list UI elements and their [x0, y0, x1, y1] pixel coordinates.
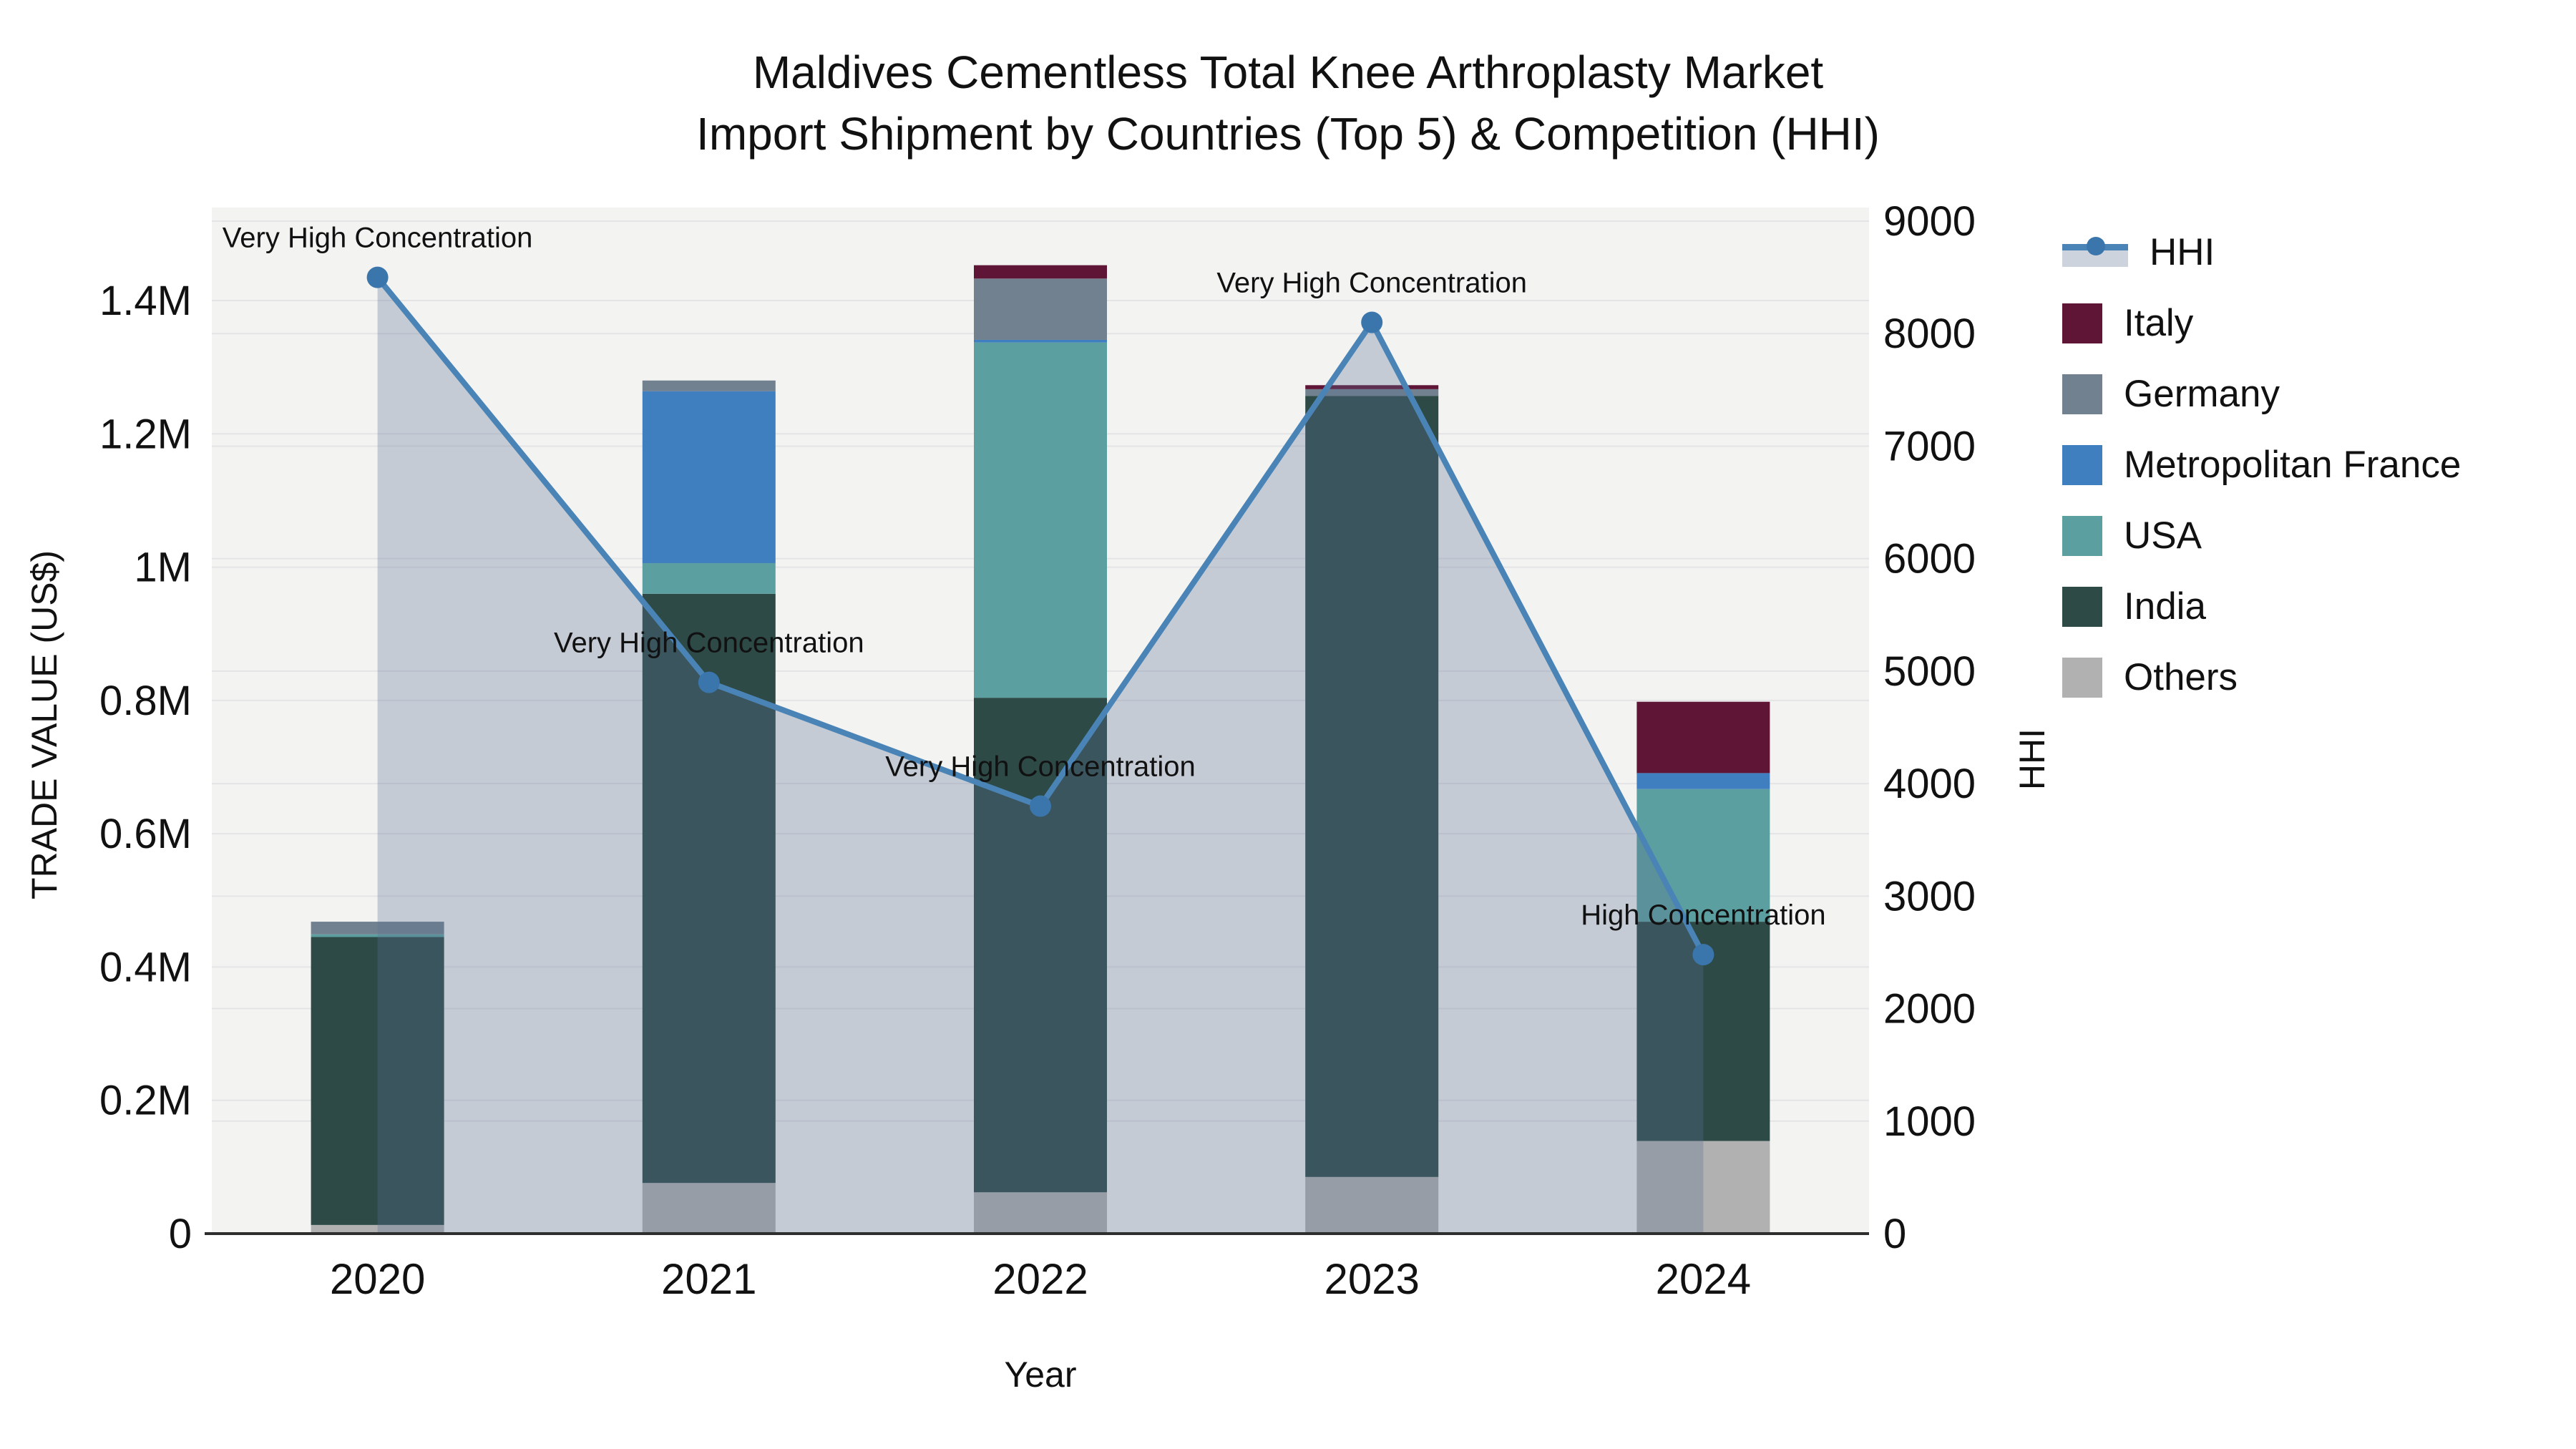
- legend-swatch-italy: [2062, 303, 2102, 343]
- bar-segment-2022-germany: [974, 278, 1107, 340]
- bar-segment-2022-india: [974, 698, 1107, 1193]
- bar-segment-2024-metropolitan-france: [1636, 773, 1770, 789]
- bar-segment-2022-usa: [974, 342, 1107, 698]
- bar-segment-2023-germany: [1305, 389, 1439, 396]
- y-left-tick-0: 0: [169, 1211, 192, 1257]
- chart-title: Maldives Cementless Total Knee Arthropla…: [0, 42, 2576, 165]
- y-left-tick-1M: 1M: [134, 545, 192, 591]
- annotation-2021: Very High Concentration: [554, 628, 864, 659]
- y-left-tick-1.4M: 1.4M: [99, 278, 192, 324]
- hhi-line-icon: [2062, 233, 2128, 273]
- bar-segment-2024-italy: [1636, 701, 1770, 774]
- y-left-tick-0.2M: 0.2M: [99, 1078, 192, 1124]
- annotation-2024: High Concentration: [1581, 899, 1825, 931]
- y-left-tick-0.6M: 0.6M: [99, 811, 192, 857]
- legend-swatch-others: [2062, 657, 2102, 698]
- y-axis-label-right: HHI: [2012, 728, 2052, 791]
- hhi-area-fill: [377, 277, 1704, 1234]
- y-right-tick-6000: 6000: [1883, 536, 1976, 582]
- y-right-tick-5000: 5000: [1883, 648, 1976, 695]
- x-tick-2023: 2023: [1324, 1255, 1419, 1303]
- annotation-2020: Very High Concentration: [223, 223, 533, 254]
- hhi-marker-2024: [1692, 944, 1714, 966]
- bar-segment-2022-others: [974, 1192, 1107, 1234]
- bar-segment-2020-usa: [311, 934, 444, 937]
- legend-swatch-germany: [2062, 374, 2102, 414]
- legend-swatch-india: [2062, 586, 2102, 627]
- bar-segment-2021-metropolitan-france: [642, 391, 776, 563]
- y-left-tick-0.4M: 0.4M: [99, 944, 192, 990]
- y-right-tick-2000: 2000: [1883, 986, 1976, 1033]
- bar-segment-2021-others: [642, 1183, 776, 1234]
- legend-item-germany: Germany: [2062, 372, 2461, 416]
- bar-segment-2024-usa: [1636, 789, 1770, 922]
- x-tick-2021: 2021: [661, 1255, 756, 1303]
- bar-segment-2023-italy: [1305, 385, 1439, 389]
- x-tick-2022: 2022: [992, 1255, 1088, 1303]
- bar-segment-2020-india: [311, 937, 444, 1225]
- bar-segment-2023-india: [1305, 396, 1439, 1177]
- legend-label: HHI: [2150, 231, 2215, 273]
- chart-title-line1: Maldives Cementless Total Knee Arthropla…: [752, 47, 1824, 98]
- annotation-2022: Very High Concentration: [885, 751, 1196, 783]
- hhi-marker-2022: [1030, 795, 1051, 817]
- legend: HHI Italy Germany Metropolitan France USA Ind…: [2062, 230, 2461, 699]
- bar-segment-2020-others: [311, 1224, 444, 1234]
- legend-label: Germany: [2124, 373, 2280, 415]
- y-right-tick-1000: 1000: [1883, 1098, 1976, 1145]
- bar-segment-2020-germany: [311, 922, 444, 935]
- hhi-marker-2023: [1361, 311, 1383, 333]
- legend-item-italy: Italy: [2062, 301, 2461, 345]
- y-left-tick-0.8M: 0.8M: [99, 678, 192, 724]
- bar-segment-2024-others: [1636, 1141, 1770, 1234]
- y-right-tick-3000: 3000: [1883, 873, 1976, 919]
- y-left-tick-1.2M: 1.2M: [99, 411, 192, 457]
- x-tick-2024: 2024: [1656, 1255, 1751, 1303]
- legend-label: Others: [2124, 656, 2238, 698]
- legend-label: USA: [2124, 514, 2202, 557]
- legend-label: Metropolitan France: [2124, 444, 2462, 486]
- bar-segment-2022-metropolitan-france: [974, 339, 1107, 343]
- y-right-tick-7000: 7000: [1883, 423, 1976, 469]
- legend-item-others: Others: [2062, 655, 2461, 699]
- y-right-tick-0: 0: [1883, 1211, 1906, 1257]
- bar-segment-2023-others: [1305, 1176, 1439, 1234]
- bar-segment-2022-italy: [974, 265, 1107, 279]
- bar-segment-2021-germany: [642, 380, 776, 391]
- legend-label: Italy: [2124, 302, 2194, 344]
- legend-label: India: [2124, 585, 2206, 628]
- legend-item-india: India: [2062, 585, 2461, 628]
- y-axis-label-left: TRADE VALUE (US$): [24, 550, 64, 900]
- hhi-marker-2020: [366, 266, 389, 288]
- bar-segment-2021-usa: [642, 562, 776, 594]
- legend-item-metropolitan-france: Metropolitan France: [2062, 443, 2461, 487]
- y-right-tick-4000: 4000: [1883, 761, 1976, 807]
- legend-item-usa: USA: [2062, 514, 2461, 557]
- annotation-2023: Very High Concentration: [1216, 268, 1527, 299]
- y-right-tick-9000: 9000: [1883, 198, 1976, 245]
- x-tick-2020: 2020: [330, 1255, 425, 1303]
- legend-item-hhi: HHI: [2062, 230, 2461, 274]
- legend-swatch-metropolitan-france: [2062, 444, 2102, 485]
- legend-swatch-usa: [2062, 515, 2102, 556]
- hhi-marker-2021: [698, 671, 720, 693]
- x-axis-label: Year: [1004, 1355, 1077, 1395]
- chart-title-line2: Import Shipment by Countries (Top 5) & C…: [696, 108, 1880, 160]
- y-right-tick-8000: 8000: [1883, 311, 1976, 357]
